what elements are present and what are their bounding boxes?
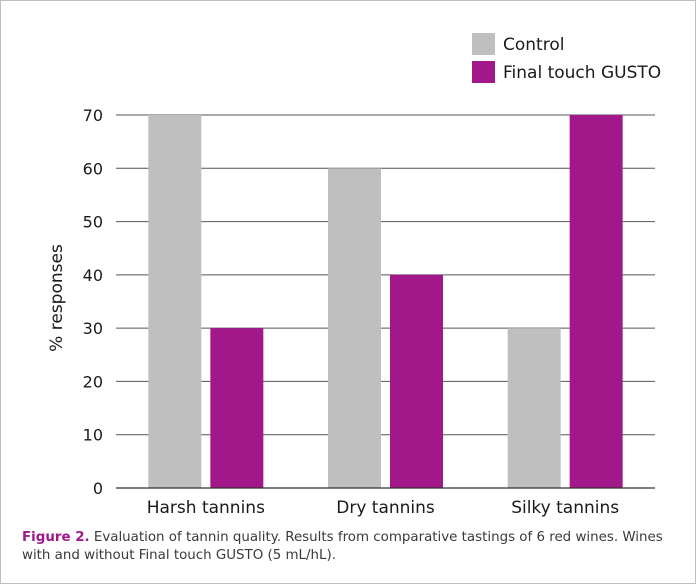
y-tick-label: 70 xyxy=(83,106,103,125)
axes: 0 10 20 30 40 50 60 70 Harsh tannins Dry tannins S… xyxy=(83,106,655,518)
x-category-label: Dry tannins xyxy=(336,498,435,518)
x-category-label: Harsh tannins xyxy=(147,498,265,518)
y-tick-label: 10 xyxy=(83,426,103,445)
bars xyxy=(148,115,623,489)
y-tick-label: 0 xyxy=(93,479,103,498)
bar-control xyxy=(328,168,381,489)
figure-number: Figure 2. xyxy=(22,530,90,545)
bar-final-touch-gusto xyxy=(390,274,443,488)
legend: Control Final touch GUSTO xyxy=(472,33,661,83)
x-category-label: Silky tannins xyxy=(511,498,619,518)
legend-swatch xyxy=(472,33,495,55)
bar-control xyxy=(507,328,561,488)
legend-label: Control xyxy=(503,35,564,55)
y-tick-label: 60 xyxy=(83,159,103,178)
legend-swatch xyxy=(472,61,495,83)
y-tick-label: 50 xyxy=(83,213,103,232)
bar-final-touch-gusto xyxy=(569,115,623,488)
bar-chart: 0 10 20 30 40 50 60 70 Harsh tannins Dry tannins S… xyxy=(47,33,661,518)
legend-label: Final touch GUSTO xyxy=(503,63,661,83)
bar-control xyxy=(148,115,202,488)
y-tick-label: 40 xyxy=(83,266,103,285)
y-tick-label: 30 xyxy=(83,319,103,338)
gridlines xyxy=(116,114,655,436)
y-tick-label: 20 xyxy=(83,372,103,391)
figure-caption: Figure 2. Evaluation of tannin quality. … xyxy=(22,529,682,565)
caption-text: Evaluation of tannin quality. Results fr… xyxy=(22,530,663,563)
y-axis-title: % responses xyxy=(47,244,67,352)
bar-final-touch-gusto xyxy=(210,328,264,488)
